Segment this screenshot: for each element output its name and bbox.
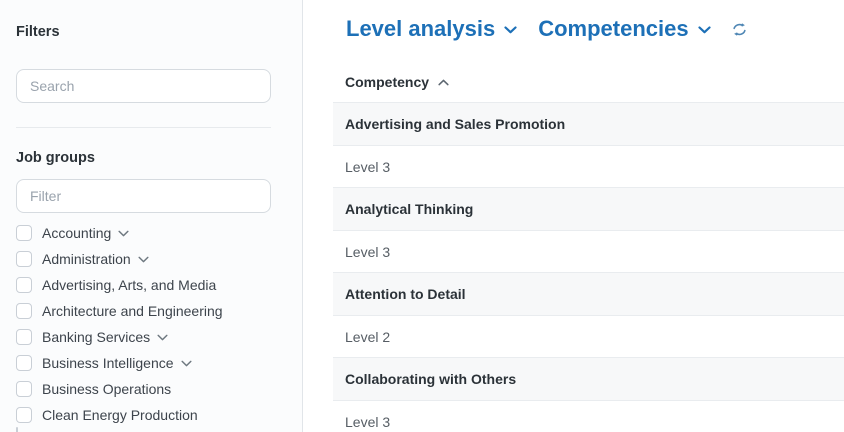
refresh-button[interactable] [732,22,747,37]
filters-sidebar: Filters Job groups Accounting Administrat… [0,0,303,432]
dataset-selector-label: Competencies [538,16,689,41]
job-group-label: Clean Energy Production [42,407,198,423]
job-group-checkbox-partial[interactable] [16,427,18,432]
level-row: Level 2 [333,316,844,358]
job-group-checkbox[interactable] [16,303,32,319]
level-row: Level 3 [333,231,844,273]
competency-group-row: Advertising and Sales Promotion [333,103,844,146]
table-body: Advertising and Sales Promotion Level 3 An… [333,103,844,432]
job-group-checkbox[interactable] [16,381,32,397]
competency-table: Competency Advertising and Sales Promoti… [333,62,844,432]
job-group-checkbox[interactable] [16,329,32,345]
competency-group-row: Attention to Detail [333,273,844,316]
job-group-item: Business Operations [16,376,286,402]
level-row: Level 3 [333,401,844,432]
job-group-item: Banking Services [16,324,286,350]
job-groups-list: Accounting Administration Advertising, Art… [16,220,286,428]
job-group-item: Accounting [16,220,286,246]
view-selector-label: Level analysis [346,16,496,41]
chevron-down-icon[interactable] [138,256,149,263]
level-row: Level 3 [333,146,844,188]
page-header: Level analysis Competencies [346,15,844,42]
sort-ascending-icon [438,79,449,85]
job-group-label: Business Intelligence [42,355,174,371]
job-group-item: Clean Energy Production [16,402,286,428]
refresh-icon [732,23,746,36]
sidebar-divider [16,127,271,128]
dataset-selector[interactable]: Competencies [538,15,711,42]
competency-group-row: Analytical Thinking [333,188,844,231]
filters-title: Filters [16,24,60,40]
job-group-label: Administration [42,251,131,267]
job-group-item: Administration [16,246,286,272]
column-header-competency[interactable]: Competency [345,74,449,90]
job-group-checkbox[interactable] [16,251,32,267]
job-groups-filter-input[interactable] [16,179,271,213]
job-group-label: Business Operations [42,381,172,397]
table-header-row: Competency [333,62,844,103]
job-group-checkbox[interactable] [16,407,32,423]
chevron-down-icon [504,26,517,34]
job-group-label: Advertising, Arts, and Media [42,277,217,293]
job-group-item: Business Intelligence [16,350,286,376]
job-group-label: Banking Services [42,329,151,345]
chevron-down-icon[interactable] [157,334,168,341]
main-panel: Level analysis Competencies [304,0,844,432]
job-group-checkbox[interactable] [16,355,32,371]
job-group-item: Advertising, Arts, and Media [16,272,286,298]
competency-group-row: Collaborating with Others [333,358,844,401]
search-input[interactable] [16,69,271,103]
column-header-label: Competency [345,74,430,90]
job-group-checkbox[interactable] [16,277,32,293]
chevron-down-icon[interactable] [180,360,192,367]
view-selector[interactable]: Level analysis [346,15,517,42]
chevron-down-icon [698,26,711,34]
job-group-label: Accounting [42,225,112,241]
job-group-checkbox[interactable] [16,225,32,241]
job-groups-title: Job groups [16,150,95,166]
job-group-item: Architecture and Engineering [16,298,286,324]
job-group-label: Architecture and Engineering [42,303,223,319]
chevron-down-icon[interactable] [118,230,129,237]
